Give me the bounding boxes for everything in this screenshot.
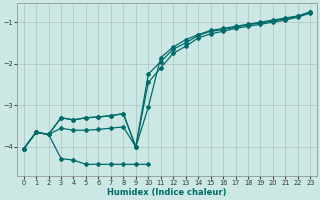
X-axis label: Humidex (Indice chaleur): Humidex (Indice chaleur) xyxy=(107,188,227,197)
